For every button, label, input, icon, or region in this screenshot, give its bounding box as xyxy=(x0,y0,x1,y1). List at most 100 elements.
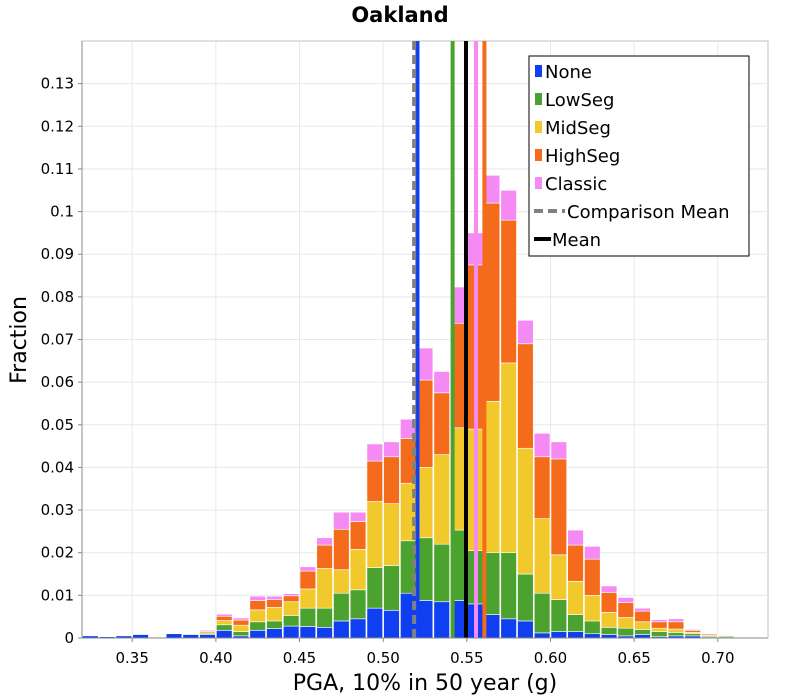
bar-segment-classic xyxy=(667,618,685,623)
bar-segment-highseg xyxy=(634,610,651,623)
bar-segment-classic xyxy=(517,320,534,345)
bar-segment-classic xyxy=(232,617,250,621)
bar-segment-midseg xyxy=(316,568,333,609)
x-tick-label: 0.70 xyxy=(701,649,734,667)
legend-label: Mean xyxy=(552,230,601,251)
bar-segment-lowseg xyxy=(299,607,317,627)
bar-segment-classic xyxy=(383,441,400,458)
bar-segment-lowseg xyxy=(333,592,350,622)
bar-segment-none xyxy=(500,618,517,639)
bar-segment-classic xyxy=(349,511,367,522)
bar-segment-none xyxy=(282,625,300,639)
bar-segment-lowseg xyxy=(433,543,450,603)
y-tick-label: 0.13 xyxy=(41,75,74,93)
y-tick-label: 0.02 xyxy=(41,544,74,562)
bar-segment-lowseg xyxy=(416,537,434,601)
bar-segment-none xyxy=(567,631,584,639)
bar-segment-none xyxy=(634,634,651,639)
bar-segment-lowseg xyxy=(316,607,333,628)
x-tick-label: 0.35 xyxy=(115,649,148,667)
bar-segment-lowseg xyxy=(667,632,685,637)
bar-segment-none xyxy=(366,607,383,639)
legend-swatch xyxy=(535,65,542,77)
bar-segment-midseg xyxy=(333,569,350,594)
bar-segment-midseg xyxy=(366,501,383,568)
bar-segment-midseg xyxy=(667,628,685,633)
bar-segment-highseg xyxy=(567,544,584,582)
y-tick-label: 0.08 xyxy=(41,288,74,306)
x-tick-label: 0.50 xyxy=(366,649,399,667)
bar-segment-classic xyxy=(483,175,501,204)
chart-title: Oakland xyxy=(351,3,448,27)
bar-segment-midseg xyxy=(617,617,634,629)
y-tick-label: 0.04 xyxy=(41,458,74,476)
axes: 0 0.01 0.02 0.03 0.04 0.05 0.06 0.07 0.08 0.09 0.1… xyxy=(41,41,768,667)
bar-segment-midseg xyxy=(416,467,434,539)
bar-segment-none xyxy=(199,634,216,639)
bar-segment-lowseg xyxy=(483,552,501,615)
bar-segment-classic xyxy=(416,347,434,381)
bar-segment-highseg xyxy=(433,392,450,455)
bar-segment-none xyxy=(416,600,434,639)
bar-segment-lowseg xyxy=(684,633,701,637)
bar-segment-highseg xyxy=(333,528,350,571)
bar-segment-highseg xyxy=(366,460,383,502)
bar-segment-midseg xyxy=(383,503,400,566)
y-tick-label: 0.05 xyxy=(41,416,74,434)
bar-segment-midseg xyxy=(266,606,283,622)
bar-segment-none xyxy=(132,634,149,639)
bar-segment-midseg xyxy=(349,549,367,591)
bar-segment-lowseg xyxy=(216,624,233,631)
bar-segment-none xyxy=(383,609,400,639)
bar-segment-highseg xyxy=(651,621,668,629)
bar-segment-midseg xyxy=(483,401,501,554)
bar-segment-highseg xyxy=(483,202,501,402)
bar-segment-none xyxy=(333,620,350,639)
bar-segment-highseg xyxy=(500,219,517,364)
legend-label: LowSeg xyxy=(545,90,614,111)
mean-lines xyxy=(412,41,487,638)
legend-box xyxy=(528,55,750,257)
bar-segment-highseg xyxy=(667,621,685,630)
bar-segment-highseg xyxy=(266,599,283,608)
y-tick-label: 0.1 xyxy=(50,203,74,221)
bar-segment-midseg xyxy=(600,612,618,628)
legend-label: Classic xyxy=(545,174,607,195)
bar-segment-classic xyxy=(533,433,551,458)
bar-segment-lowseg xyxy=(249,621,266,631)
bar-segment-lowseg xyxy=(634,629,651,635)
bar-segment-classic xyxy=(617,597,634,603)
bar-segment-midseg xyxy=(533,518,551,594)
bar-segment-classic xyxy=(199,630,216,632)
y-tick-label: 0.12 xyxy=(41,117,74,135)
bar-segment-lowseg xyxy=(651,631,668,638)
bar-segment-lowseg xyxy=(266,620,283,629)
x-tick-label: 0.65 xyxy=(617,649,650,667)
bar-segment-none xyxy=(483,614,501,639)
bar-segment-highseg xyxy=(550,458,568,556)
bar-segment-lowseg xyxy=(282,615,300,627)
bar-segment-classic xyxy=(333,511,350,530)
y-tick-label: 0.09 xyxy=(41,245,74,263)
bar-segment-classic xyxy=(567,529,584,546)
bar-segment-highseg xyxy=(249,600,266,611)
bar-segment-lowseg xyxy=(617,627,634,637)
bar-segment-none xyxy=(550,631,568,639)
legend: None LowSeg MidSeg HighSeg Classic Comparison… xyxy=(528,55,750,257)
bar-segment-midseg xyxy=(500,362,517,554)
bar-segment-lowseg xyxy=(584,620,601,635)
bar-segment-midseg xyxy=(567,580,584,615)
bar-segment-none xyxy=(533,632,551,639)
bar-segment-none xyxy=(517,620,534,639)
bar-segment-none xyxy=(299,626,317,639)
y-tick-label: 0 xyxy=(64,629,74,647)
bar-segment-classic xyxy=(299,566,317,572)
bar-segment-midseg xyxy=(634,621,651,630)
bar-segment-midseg xyxy=(282,601,300,616)
legend-swatch xyxy=(535,93,542,105)
x-tick-label: 0.60 xyxy=(534,649,567,667)
x-tick-label: 0.45 xyxy=(283,649,316,667)
bar-segment-highseg xyxy=(383,456,400,504)
y-tick-label: 0.11 xyxy=(41,160,74,178)
